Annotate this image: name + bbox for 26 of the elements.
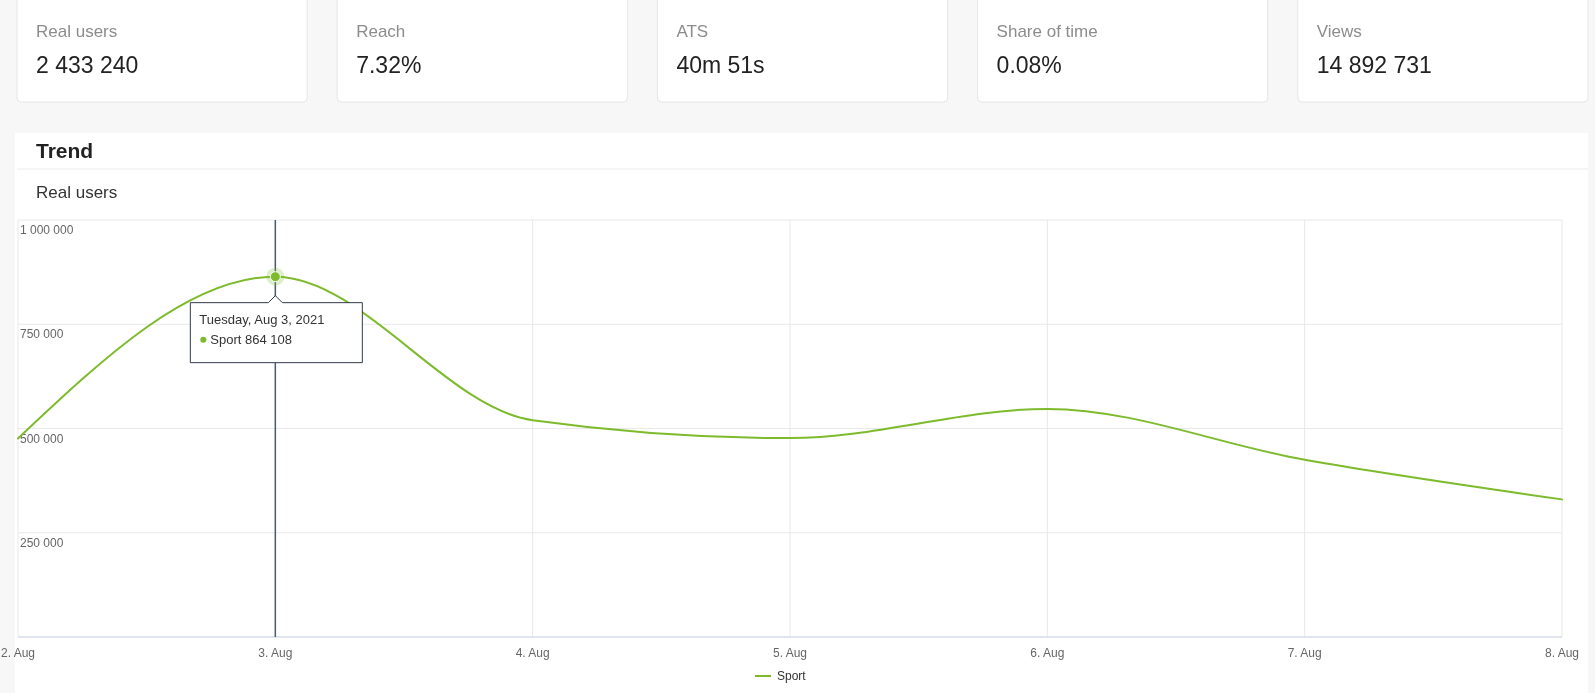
y-tick-label: 250 000	[20, 535, 64, 550]
text: 40m 51s	[676, 52, 765, 78]
annotation: Tuesday, Aug 3, 2021	[199, 311, 325, 327]
text: ATS	[676, 22, 709, 41]
text: Share of time	[996, 22, 1098, 41]
legend-label: Sport	[777, 669, 807, 683]
text: Views	[1316, 22, 1362, 41]
chart-subtitle: Real users	[36, 183, 118, 202]
x-tick-label: 3. Aug	[258, 646, 293, 660]
x-tick-label: 5. Aug	[772, 646, 808, 660]
x-tick-label: 4. Aug	[515, 646, 550, 660]
text: 2 433 240	[36, 52, 139, 78]
x-tick-label: 7. Aug	[1287, 646, 1322, 660]
chart-title: Trend	[36, 139, 94, 162]
text: Reach	[356, 22, 406, 41]
x-tick-label: 2. Aug	[0, 646, 36, 660]
y-tick-label: 750 000	[20, 327, 64, 342]
x-tick-label: 6. Aug	[1030, 646, 1065, 660]
y-tick-label: 1 000 000	[20, 223, 74, 237]
text: 7.32%	[356, 52, 422, 78]
text: 14 892 731	[1316, 52, 1432, 78]
annotation: Sport 864 108	[210, 331, 293, 347]
x-tick-label: 8. Aug	[1544, 646, 1580, 660]
text: Real users	[36, 22, 118, 41]
text: 0.08%	[996, 52, 1062, 78]
y-tick-label: 500 000	[20, 431, 64, 446]
